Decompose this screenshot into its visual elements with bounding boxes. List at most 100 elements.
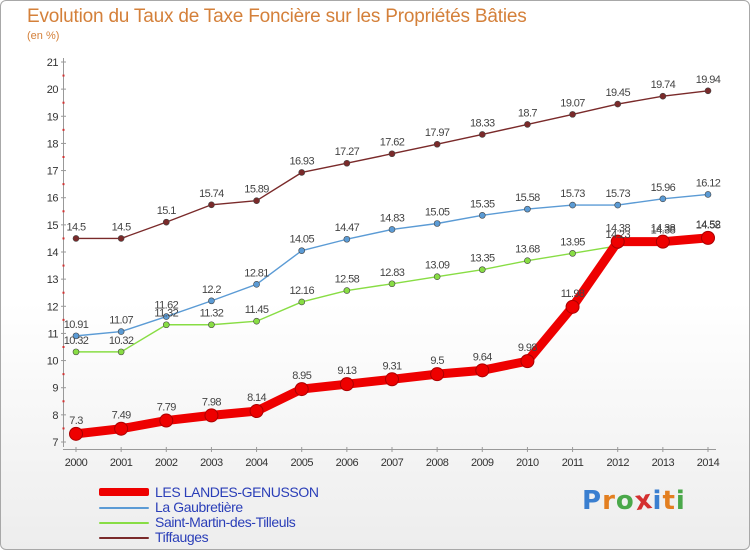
data-label-tiffauges: 17.27 — [335, 146, 360, 158]
data-label-la-gaubretiere: 15.58 — [515, 192, 540, 204]
data-label-saint-martin-des-tilleuls: 14.23 — [605, 229, 630, 241]
data-point-tiffauges — [343, 159, 351, 167]
data-label-tiffauges: 19.94 — [696, 74, 721, 86]
data-label-saint-martin-des-tilleuls: 14.38 — [651, 225, 676, 237]
data-label-la-gaubretiere: 15.73 — [605, 188, 630, 200]
data-point-tiffauges — [433, 140, 441, 148]
data-label-saint-martin-des-tilleuls: 13.68 — [515, 244, 540, 256]
legend-label: Saint-Martin-des-Tilleuls — [155, 514, 296, 530]
data-label-la-gaubretiere: 12.2 — [202, 284, 221, 296]
y-minor-tick — [62, 318, 65, 321]
data-point-la-gaubretiere — [72, 332, 80, 340]
data-label-tiffauges: 19.74 — [651, 79, 676, 91]
y-tick-label: 17 — [47, 166, 59, 178]
data-label-les-landes-genusson: 11.98 — [561, 288, 585, 300]
y-minor-tick — [62, 427, 65, 430]
data-label-les-landes-genusson: 9.31 — [382, 360, 401, 372]
chart-title: Evolution du Taux de Taxe Foncière sur l… — [27, 6, 527, 27]
data-label-saint-martin-des-tilleuls: 12.16 — [289, 285, 314, 297]
y-tick-label: 15 — [47, 220, 59, 232]
data-label-tiffauges: 14.5 — [66, 221, 85, 233]
data-label-tiffauges: 16.93 — [289, 155, 314, 167]
data-point-les-landes-genusson — [430, 367, 445, 382]
data-point-saint-martin-des-tilleuls — [162, 321, 170, 329]
data-point-saint-martin-des-tilleuls — [343, 287, 351, 294]
y-tick-label: 18 — [47, 138, 59, 150]
logo-letter: x — [632, 484, 655, 518]
data-label-saint-martin-des-tilleuls: 10.32 — [64, 335, 89, 347]
data-label-les-landes-genusson: 9.64 — [473, 351, 492, 363]
data-label-saint-martin-des-tilleuls: 13.95 — [560, 236, 585, 248]
x-tick-label: 2011 — [562, 457, 584, 469]
data-point-tiffauges — [253, 197, 260, 204]
data-point-saint-martin-des-tilleuls — [72, 348, 80, 356]
data-point-les-landes-genusson — [294, 382, 309, 397]
y-tick-label: 16 — [47, 193, 59, 205]
y-tick-label: 8 — [52, 410, 58, 422]
logo-letter: i — [675, 486, 686, 516]
data-label-tiffauges: 14.5 — [112, 221, 131, 233]
data-point-saint-martin-des-tilleuls — [524, 257, 531, 264]
data-label-tiffauges: 17.62 — [380, 137, 405, 149]
data-label-tiffauges: 19.45 — [605, 87, 630, 99]
data-point-tiffauges — [614, 100, 622, 108]
x-tick-label: 2010 — [516, 457, 539, 469]
x-tick-label: 2001 — [110, 457, 133, 469]
legend-label: LES LANDES-GENUSSON — [155, 484, 319, 500]
data-label-la-gaubretiere: 11.62 — [154, 300, 178, 312]
data-label-les-landes-genusson: 9.13 — [337, 365, 356, 377]
data-point-les-landes-genusson — [249, 404, 264, 419]
y-axis: 7 8 9 10 11 12 13 14 15 16 17 18 19 20 21 — [47, 57, 66, 449]
data-point-tiffauges — [208, 201, 215, 209]
legend-swatch-tiffauges — [99, 537, 149, 539]
logo-letter: i — [652, 486, 663, 516]
data-point-tiffauges — [659, 92, 667, 100]
data-point-saint-martin-des-tilleuls — [253, 317, 260, 325]
data-label-tiffauges: 15.74 — [199, 188, 224, 200]
y-tick-label: 11 — [48, 328, 59, 340]
logo-letter: t — [662, 486, 676, 516]
data-point-les-landes-genusson — [565, 299, 580, 314]
data-label-saint-martin-des-tilleuls: 12.58 — [335, 274, 360, 286]
data-label-la-gaubretiere: 15.73 — [560, 188, 585, 200]
data-label-les-landes-genusson: 8.14 — [247, 392, 266, 404]
data-label-la-gaubretiere: 12.81 — [244, 267, 269, 279]
data-point-saint-martin-des-tilleuls — [569, 250, 576, 257]
data-label-la-gaubretiere: 11.07 — [109, 315, 133, 327]
series-layer — [69, 87, 715, 441]
data-point-la-gaubretiere — [117, 328, 125, 335]
data-point-tiffauges — [524, 121, 531, 128]
logo-letter: P — [582, 486, 603, 516]
data-point-saint-martin-des-tilleuls — [388, 280, 396, 288]
data-label-la-gaubretiere: 14.05 — [289, 234, 314, 246]
data-label-les-landes-genusson: 7.98 — [202, 396, 221, 408]
data-point-les-landes-genusson — [385, 372, 399, 387]
x-tick-label: 2013 — [652, 457, 675, 469]
data-label-saint-martin-des-tilleuls: 10.32 — [109, 335, 134, 347]
y-tick-label: 12 — [47, 301, 59, 313]
data-point-les-landes-genusson — [701, 230, 715, 245]
y-tick-label: 19 — [47, 111, 59, 123]
series-la-gaubretiere — [72, 191, 712, 340]
data-point-la-gaubretiere — [388, 226, 396, 233]
data-point-la-gaubretiere — [569, 201, 576, 209]
data-point-tiffauges — [478, 131, 486, 138]
y-tick-label: 9 — [52, 383, 58, 395]
data-point-la-gaubretiere — [343, 235, 351, 243]
y-minor-tick — [62, 373, 65, 376]
data-label-tiffauges: 18.7 — [518, 107, 537, 119]
legend-swatch-la-gaubretiere — [99, 507, 149, 509]
legend: LES LANDES-GENUSSON La Gaubretière Saint… — [99, 485, 419, 545]
data-point-la-gaubretiere — [659, 195, 667, 203]
x-tick-label: 2003 — [200, 457, 223, 469]
x-tick-label: 2014 — [697, 457, 720, 469]
data-label-les-landes-genusson: 14.38 — [651, 223, 676, 235]
data-label-tiffauges: 15.1 — [157, 205, 176, 217]
x-tick-label: 2009 — [471, 457, 494, 469]
data-point-la-gaubretiere — [478, 212, 486, 219]
data-label-saint-martin-des-tilleuls: 13.35 — [470, 253, 495, 265]
x-tick-label: 2006 — [336, 457, 359, 469]
data-point-les-landes-genusson — [475, 363, 490, 378]
